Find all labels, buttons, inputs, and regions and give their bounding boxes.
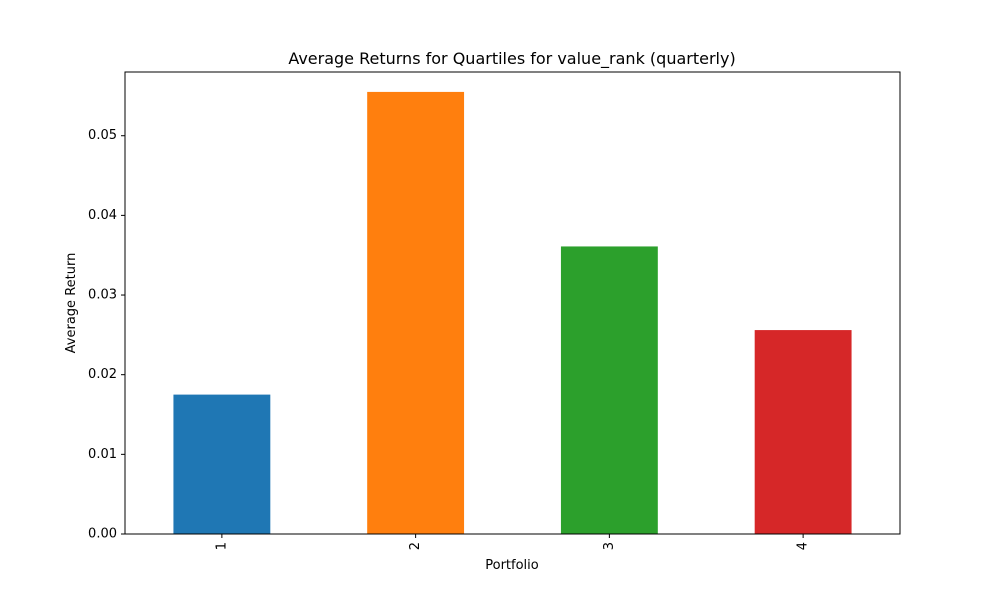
y-tick-label: 0.03 xyxy=(88,288,117,303)
y-axis-ticks: 0.00 0.01 0.02 0.03 0.04 0.05 xyxy=(88,128,125,542)
bar-portfolio-1 xyxy=(173,394,271,534)
y-tick-label: 0.04 xyxy=(88,208,117,223)
bars-group xyxy=(173,91,852,535)
chart-title: Average Returns for Quartiles for value_… xyxy=(288,49,735,69)
bar-portfolio-2 xyxy=(367,91,465,535)
y-axis-label: Average Return xyxy=(64,253,79,354)
y-tick-label: 0.01 xyxy=(88,447,117,462)
x-axis-label: Portfolio xyxy=(485,558,539,573)
y-tick-label: 0.02 xyxy=(88,367,117,382)
plot-frame xyxy=(124,71,901,535)
y-tick-label: 0.00 xyxy=(88,527,117,542)
y-tick-label: 0.05 xyxy=(88,128,117,143)
x-tick-label: 4 xyxy=(796,542,811,550)
bar-portfolio-4 xyxy=(754,330,852,534)
bar-portfolio-3 xyxy=(560,246,658,534)
x-tick-label: 3 xyxy=(602,542,617,550)
x-tick-label: 1 xyxy=(214,542,229,550)
x-tick-label: 2 xyxy=(408,542,423,550)
x-axis-ticks: 1 2 3 4 xyxy=(214,534,811,550)
